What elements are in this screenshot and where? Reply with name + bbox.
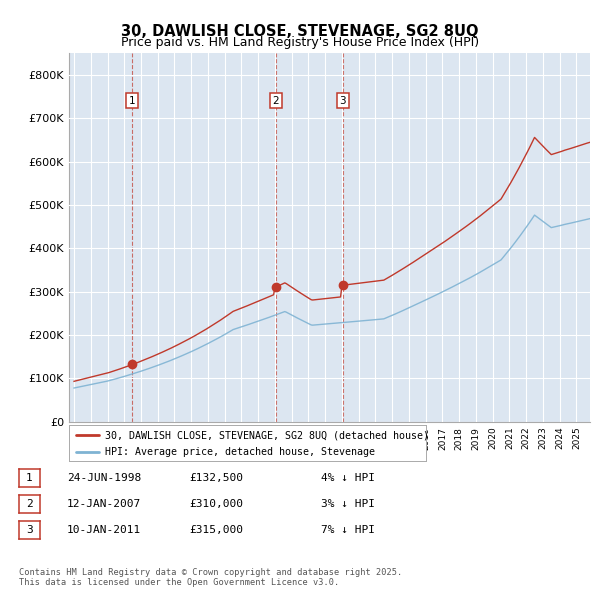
Text: 4% ↓ HPI: 4% ↓ HPI (321, 473, 375, 483)
Text: 3: 3 (26, 525, 33, 535)
Text: 2: 2 (272, 96, 279, 106)
Text: 1: 1 (129, 96, 136, 106)
Text: 2: 2 (26, 499, 33, 509)
Text: HPI: Average price, detached house, Stevenage: HPI: Average price, detached house, Stev… (105, 447, 374, 457)
Text: 30, DAWLISH CLOSE, STEVENAGE, SG2 8UQ (detached house): 30, DAWLISH CLOSE, STEVENAGE, SG2 8UQ (d… (105, 430, 428, 440)
Text: £132,500: £132,500 (189, 473, 243, 483)
Text: 10-JAN-2011: 10-JAN-2011 (67, 525, 142, 535)
Text: £315,000: £315,000 (189, 525, 243, 535)
Text: 3% ↓ HPI: 3% ↓ HPI (321, 499, 375, 509)
Text: 24-JUN-1998: 24-JUN-1998 (67, 473, 142, 483)
Text: 12-JAN-2007: 12-JAN-2007 (67, 499, 142, 509)
Text: 7% ↓ HPI: 7% ↓ HPI (321, 525, 375, 535)
Text: 1: 1 (26, 473, 33, 483)
Text: £310,000: £310,000 (189, 499, 243, 509)
Text: 3: 3 (340, 96, 346, 106)
Text: Price paid vs. HM Land Registry's House Price Index (HPI): Price paid vs. HM Land Registry's House … (121, 36, 479, 49)
Text: 30, DAWLISH CLOSE, STEVENAGE, SG2 8UQ: 30, DAWLISH CLOSE, STEVENAGE, SG2 8UQ (121, 24, 479, 38)
Text: Contains HM Land Registry data © Crown copyright and database right 2025.
This d: Contains HM Land Registry data © Crown c… (19, 568, 403, 587)
